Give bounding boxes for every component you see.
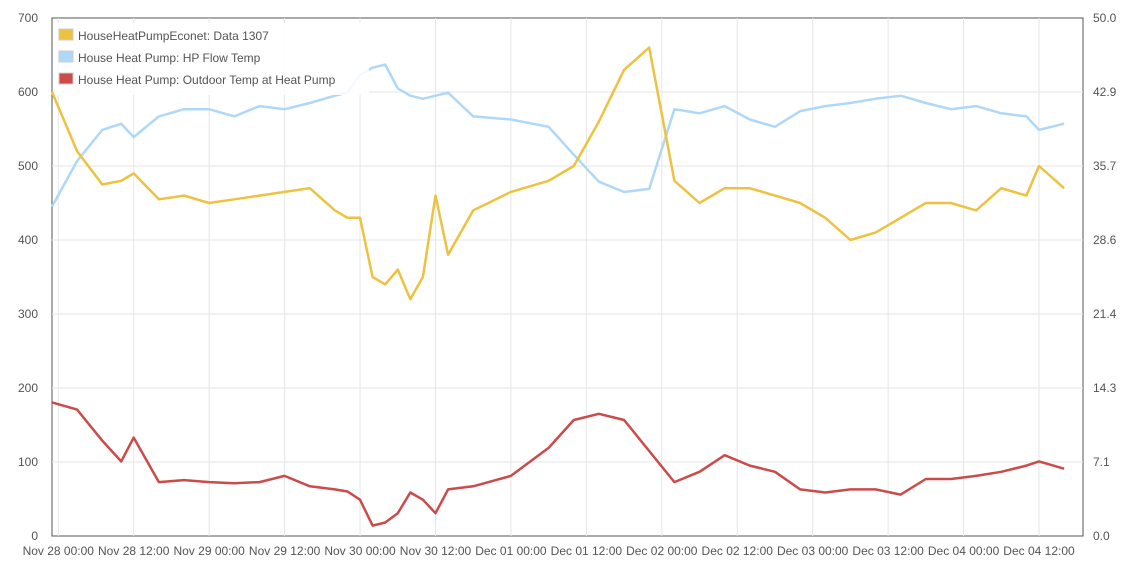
series-line-house-heat-pump-hp-flow-temp xyxy=(50,63,1065,208)
y-left-tick-label: 500 xyxy=(18,159,38,173)
y-left-tick-label: 100 xyxy=(18,455,38,469)
series-line-house-heat-pump-outdoor-temp-at-heat-pump xyxy=(51,401,1065,527)
legend-item[interactable]: HouseHeatPumpEconet: Data 1307 xyxy=(58,28,269,43)
x-tick-label: Dec 04 12:00 xyxy=(1003,544,1075,558)
legend-swatch-outdoor-temp xyxy=(58,72,74,85)
x-tick-label: Nov 28 12:00 xyxy=(98,544,170,558)
y-right-tick-label: 28.6 xyxy=(1093,233,1117,247)
legend: HouseHeatPumpEconet: Data 1307 House Hea… xyxy=(55,23,369,95)
legend-label-flow-temp: House Heat Pump: HP Flow Temp xyxy=(78,51,261,65)
y-left-tick-label: 0 xyxy=(31,529,38,543)
x-tick-label: Dec 01 12:00 xyxy=(551,544,623,558)
x-tick-label: Dec 02 00:00 xyxy=(626,544,698,558)
x-axis: Nov 28 00:00 Nov 28 12:00 Nov 29 00:00 Nov … xyxy=(23,544,1075,558)
x-tick-label: Nov 30 12:00 xyxy=(400,544,472,558)
x-tick-label: Nov 30 00:00 xyxy=(324,544,396,558)
x-tick-label: Nov 28 00:00 xyxy=(23,544,95,558)
y-right-tick-label: 21.4 xyxy=(1093,307,1117,321)
right-y-axis: 0.0 7.1 14.3 21.4 28.6 35.7 42.9 50.0 xyxy=(1093,11,1117,543)
y-right-tick-label: 7.1 xyxy=(1093,455,1110,469)
legend-background xyxy=(55,23,369,95)
x-tick-label: Dec 04 00:00 xyxy=(928,544,1000,558)
x-tick-label: Nov 29 00:00 xyxy=(173,544,245,558)
y-right-tick-label: 14.3 xyxy=(1093,381,1117,395)
y-right-tick-label: 35.7 xyxy=(1093,159,1117,173)
legend-swatch-econet xyxy=(58,28,74,41)
x-tick-label: Nov 29 12:00 xyxy=(249,544,321,558)
left-y-axis: 0 100 200 300 400 500 600 700 xyxy=(18,11,38,543)
y-left-tick-label: 600 xyxy=(18,85,38,99)
plot-area-border xyxy=(51,17,1084,537)
y-right-tick-label: 0.0 xyxy=(1093,529,1110,543)
series-layer xyxy=(50,46,1065,527)
y-left-tick-label: 200 xyxy=(18,381,38,395)
x-tick-label: Dec 03 12:00 xyxy=(852,544,924,558)
y-left-tick-label: 700 xyxy=(18,11,38,25)
y-right-tick-label: 42.9 xyxy=(1093,85,1117,99)
legend-item[interactable]: House Heat Pump: HP Flow Temp xyxy=(58,50,261,65)
y-right-tick-label: 50.0 xyxy=(1093,11,1117,25)
legend-swatch-flow-temp xyxy=(58,50,74,63)
y-left-tick-label: 400 xyxy=(18,233,38,247)
y-left-tick-label: 300 xyxy=(18,307,38,321)
legend-item[interactable]: House Heat Pump: Outdoor Temp at Heat Pu… xyxy=(58,72,336,87)
x-tick-label: Dec 02 12:00 xyxy=(702,544,774,558)
legend-label-outdoor-temp: House Heat Pump: Outdoor Temp at Heat Pu… xyxy=(78,73,336,87)
series-line-househeatpumpeconet-data-1307 xyxy=(50,46,1065,301)
x-tick-label: Dec 01 00:00 xyxy=(475,544,547,558)
x-tick-label: Dec 03 00:00 xyxy=(777,544,849,558)
grid-lines xyxy=(52,18,1083,536)
legend-label-econet: HouseHeatPumpEconet: Data 1307 xyxy=(78,29,269,43)
